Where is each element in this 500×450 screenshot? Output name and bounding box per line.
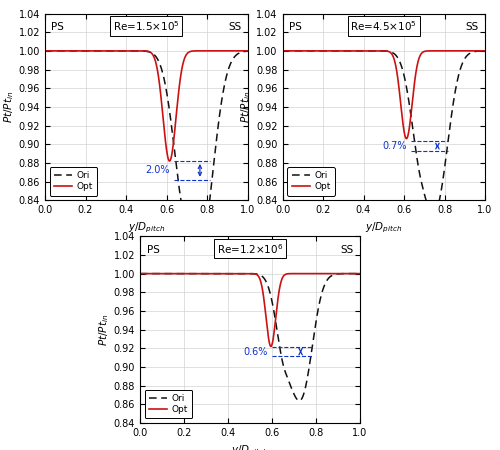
Ori bbox=[244, 271, 250, 276]
Ori bbox=[280, 48, 285, 54]
Legend: Ori, Opt: Ori, Opt bbox=[50, 167, 98, 196]
Ori bbox=[194, 256, 200, 261]
Ori bbox=[238, 50, 244, 55]
Legend: Ori, Opt: Ori, Opt bbox=[287, 167, 335, 196]
Ori bbox=[476, 48, 482, 54]
Opt bbox=[290, 48, 296, 54]
Ori bbox=[430, 212, 436, 217]
Opt bbox=[404, 136, 409, 141]
Text: Re=1.2×10$^{6}$: Re=1.2×10$^{6}$ bbox=[217, 242, 283, 256]
Text: Re=4.5×10$^{5}$: Re=4.5×10$^{5}$ bbox=[350, 19, 417, 33]
Text: PS: PS bbox=[146, 245, 160, 255]
Opt bbox=[268, 344, 274, 349]
Line: Ori: Ori bbox=[282, 51, 485, 214]
Ori bbox=[202, 235, 207, 240]
Opt bbox=[238, 271, 244, 276]
Text: SS: SS bbox=[466, 22, 479, 32]
X-axis label: $y/D_{pitch}$: $y/D_{pitch}$ bbox=[232, 443, 268, 450]
Ori bbox=[52, 48, 59, 54]
Opt bbox=[280, 48, 285, 54]
Opt bbox=[476, 48, 482, 54]
Opt bbox=[357, 271, 363, 276]
Ori bbox=[135, 48, 141, 54]
Opt bbox=[439, 48, 445, 54]
X-axis label: $y/D_{pitch}$: $y/D_{pitch}$ bbox=[365, 220, 403, 235]
X-axis label: $y/D_{pitch}$: $y/D_{pitch}$ bbox=[128, 220, 165, 235]
Text: 0.7%: 0.7% bbox=[382, 141, 407, 151]
Ori bbox=[482, 48, 488, 54]
Opt bbox=[166, 158, 172, 164]
Opt bbox=[310, 271, 316, 276]
Opt bbox=[137, 271, 143, 276]
Opt bbox=[350, 271, 356, 276]
Ori bbox=[372, 48, 378, 54]
Opt bbox=[238, 48, 244, 54]
Opt bbox=[202, 48, 207, 54]
Ori bbox=[310, 337, 316, 342]
Text: Re=1.5×10$^{5}$: Re=1.5×10$^{5}$ bbox=[113, 19, 180, 33]
Line: Opt: Opt bbox=[140, 274, 360, 346]
Opt bbox=[476, 48, 482, 54]
Opt bbox=[52, 48, 59, 54]
Line: Opt: Opt bbox=[45, 51, 248, 161]
Line: Ori: Ori bbox=[45, 51, 248, 258]
Y-axis label: $Pt/Pt_{in}$: $Pt/Pt_{in}$ bbox=[97, 314, 111, 346]
Opt bbox=[378, 48, 384, 54]
Line: Ori: Ori bbox=[140, 274, 360, 400]
Opt bbox=[244, 48, 250, 54]
Ori bbox=[296, 398, 302, 403]
Ori bbox=[476, 48, 482, 54]
Text: 2.0%: 2.0% bbox=[145, 165, 170, 176]
Ori bbox=[290, 48, 296, 54]
Y-axis label: $Pt/Pt_{in}$: $Pt/Pt_{in}$ bbox=[2, 91, 16, 123]
Ori bbox=[148, 271, 154, 276]
Ori bbox=[42, 48, 48, 54]
Ori bbox=[244, 49, 250, 54]
Opt bbox=[482, 48, 488, 54]
Ori bbox=[137, 271, 143, 276]
Opt bbox=[350, 271, 356, 276]
Ori bbox=[140, 48, 146, 54]
Opt bbox=[238, 48, 244, 54]
Ori bbox=[357, 271, 363, 276]
Text: PS: PS bbox=[51, 22, 64, 32]
Opt bbox=[148, 271, 154, 276]
Y-axis label: $Pt/Pt_{in}$: $Pt/Pt_{in}$ bbox=[240, 91, 254, 123]
Ori bbox=[378, 48, 384, 54]
Text: SS: SS bbox=[228, 22, 241, 32]
Ori bbox=[238, 271, 244, 276]
Ori bbox=[350, 271, 356, 276]
Text: SS: SS bbox=[340, 245, 353, 255]
Opt bbox=[42, 48, 48, 54]
Ori bbox=[439, 183, 445, 188]
Opt bbox=[135, 48, 141, 54]
Opt bbox=[244, 271, 250, 276]
Ori bbox=[238, 50, 244, 55]
Opt bbox=[372, 48, 378, 54]
Legend: Ori, Opt: Ori, Opt bbox=[144, 390, 192, 418]
Opt bbox=[140, 48, 146, 54]
Text: 0.6%: 0.6% bbox=[243, 346, 268, 356]
Text: PS: PS bbox=[288, 22, 302, 32]
Line: Opt: Opt bbox=[282, 51, 485, 139]
Ori bbox=[350, 271, 356, 276]
